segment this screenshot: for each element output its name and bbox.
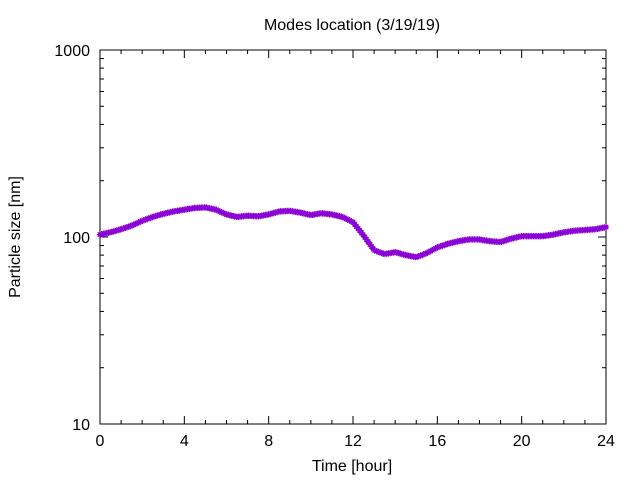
data-point-marker [219,209,227,217]
data-point-marker [138,217,146,225]
data-point-marker [133,219,141,227]
data-point-marker [144,215,151,223]
data-point-marker [135,219,142,226]
x-axis-label: Time [hour] [312,458,392,475]
data-point-marker [145,215,153,222]
data-point-marker [147,214,154,221]
data-point-marker [417,252,424,259]
data-point-marker [218,208,225,216]
data-point-marker [376,249,384,256]
y-tick-labels: 10 100 1000 [54,43,90,434]
data-point-marker [413,253,421,261]
data-point-marker [130,221,137,228]
data-point-marker [415,253,422,260]
tick-marks [99,49,607,425]
data-point-marker [132,220,139,228]
x-tick-label: 8 [264,433,273,450]
data-point-marker [378,249,385,257]
y-axis-label: Particle size [nm] [7,176,24,298]
data-point-marker [602,223,610,231]
x-tick-labels: 0 4 8 12 16 20 24 [96,433,615,450]
data-point-marker [221,210,229,217]
x-tick-label: 24 [597,433,615,450]
x-tick-label: 20 [513,433,531,450]
chart-title: Modes location (3/19/19) [264,17,440,34]
x-tick-label: 16 [428,433,446,450]
data-point-marker [375,248,382,255]
data-point-marker [142,216,149,223]
data-point-marker [127,222,134,230]
x-tick-label: 4 [180,433,189,450]
data-point-marker [213,206,220,214]
data-point-marker [422,250,429,257]
data-point-marker [137,218,144,225]
x-tick-label: 0 [96,433,105,450]
data-point-marker [418,251,426,259]
data-point-marker [373,247,380,255]
data-point-marker [343,215,350,223]
y-tick-label: 100 [63,230,90,247]
data-point-marker [128,222,136,229]
data-point-marker [214,207,222,214]
data-point-marker [216,208,223,215]
y-tick-label: 10 [72,417,90,434]
x-tick-label: 12 [344,433,362,450]
data-point-marker [140,217,148,224]
data-point-marker [420,251,428,258]
y-tick-label: 1000 [54,43,90,60]
data-point-marker [371,247,379,254]
series-layer [96,204,610,261]
series-line [98,205,608,260]
